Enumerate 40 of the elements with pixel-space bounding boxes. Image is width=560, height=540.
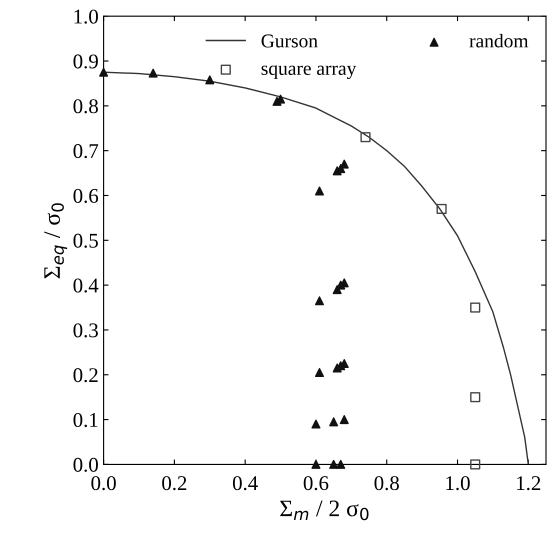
y-tick-label: 0.6	[73, 188, 98, 204]
point	[470, 302, 480, 313]
point	[340, 415, 349, 424]
point	[148, 68, 158, 78]
y-tick-label: 0.1	[73, 412, 98, 428]
legend-label: Gurson	[262, 34, 318, 48]
y-tick-label: 0.4	[73, 278, 98, 293]
y-tick-label: 0.0	[73, 458, 98, 472]
y-tick-label: 0.7	[73, 144, 98, 158]
point	[329, 417, 338, 426]
point	[205, 75, 214, 84]
x-tick-label: 1.2	[517, 476, 540, 490]
x-tick-label: 0.0	[91, 476, 116, 490]
x-tick-label: 0.8	[374, 476, 399, 490]
y-tick-label: 1.0	[74, 10, 98, 24]
legend-label: square array	[262, 65, 356, 79]
legend-label: random	[469, 34, 528, 48]
y-tick-label: 0.9	[73, 54, 98, 69]
y-tick-label: 0.8	[73, 99, 98, 114]
point	[314, 186, 324, 196]
y-tick-label: 0.3	[73, 323, 98, 338]
point	[336, 460, 346, 469]
x-tick-label: 1.0	[446, 476, 470, 490]
x-tick-label: 0.6	[304, 476, 328, 490]
x-tick-label: 0.2	[162, 476, 186, 490]
y-axis-title: Σ$_{eq}$ / σ$_{0}$	[44, 203, 68, 278]
point	[311, 420, 320, 429]
point	[470, 392, 480, 402]
point	[360, 132, 371, 142]
y-tick-label: 0.5	[73, 234, 98, 248]
point	[311, 460, 320, 469]
point	[329, 460, 338, 469]
x-tick-label: 0.4	[232, 476, 258, 490]
x-axis-title: Σ$_{m}$ / 2 σ$_{0}$	[280, 500, 369, 520]
y-tick-label: 0.2	[73, 368, 98, 382]
point	[470, 459, 480, 470]
point	[436, 204, 447, 214]
point	[99, 68, 108, 77]
point	[314, 368, 324, 378]
point	[314, 296, 324, 306]
